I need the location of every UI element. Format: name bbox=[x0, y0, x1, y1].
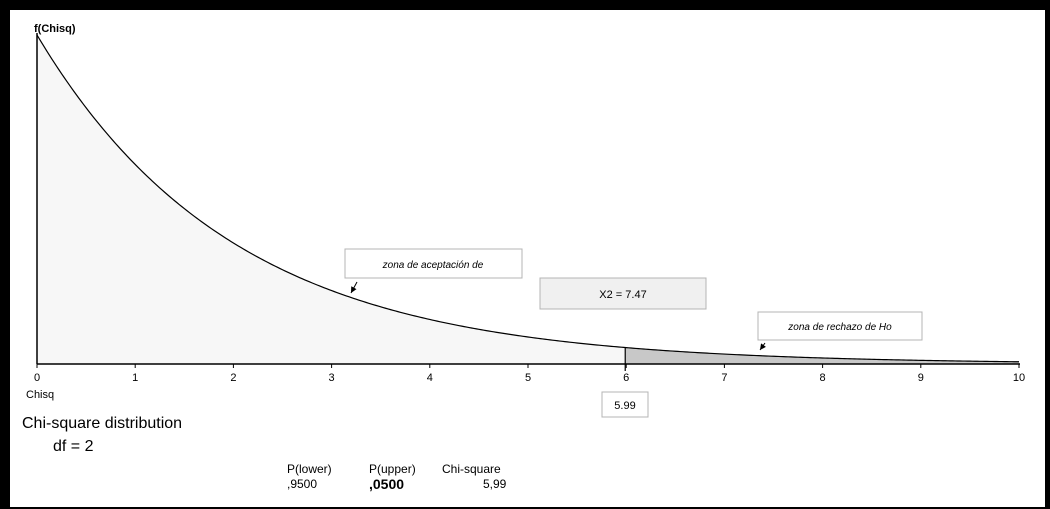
x-tick-label: 6 bbox=[623, 372, 629, 384]
header-p-upper: P(upper) bbox=[369, 462, 416, 476]
x-axis-label: Chisq bbox=[26, 389, 54, 401]
x-tick-label: 8 bbox=[820, 372, 826, 384]
chi-square-chart: 0 1 2 3 4 5 6 7 8 9 10 f(Chisq) Chisq zona de acep… bbox=[26, 23, 1025, 418]
x-tick-label: 4 bbox=[427, 372, 433, 384]
critical-value-box bbox=[601, 391, 649, 418]
rejection-arrow-head bbox=[760, 343, 766, 350]
distribution-title: Chi-square distribution bbox=[22, 415, 183, 432]
x-tick-label: 0 bbox=[34, 372, 40, 384]
rejection-annotation-box bbox=[757, 311, 923, 341]
chart-panel: 0 1 2 3 4 5 6 7 8 9 10 f(Chisq) Chisq zona de acep… bbox=[10, 10, 1045, 507]
rejection-annotation-text: zona de rechazo de Ho bbox=[787, 322, 892, 333]
x-tick-label: 2 bbox=[230, 372, 236, 384]
header-chi-square: Chi-square bbox=[442, 462, 501, 476]
x-tick-label: 5 bbox=[525, 372, 531, 384]
x-tick-label: 1 bbox=[132, 372, 138, 384]
value-p-lower: ,9500 bbox=[287, 477, 318, 491]
statistic-box bbox=[539, 277, 707, 310]
x-tick-label: 7 bbox=[721, 372, 727, 384]
critical-value-label: 5.99 bbox=[614, 400, 635, 412]
value-p-upper: ,0500 bbox=[369, 476, 405, 492]
acceptance-area bbox=[37, 35, 626, 364]
df-label: df = 2 bbox=[53, 438, 94, 455]
rejection-area bbox=[625, 347, 1019, 364]
x-tick-label: 10 bbox=[1013, 372, 1025, 384]
x-tick-label: 9 bbox=[918, 372, 924, 384]
x-tick-label: 3 bbox=[329, 372, 335, 384]
value-chi-square: 5,99 bbox=[483, 477, 507, 491]
acceptance-annotation-text: zona de aceptación de bbox=[382, 260, 484, 271]
statistic-text: X2 = 7.47 bbox=[599, 289, 646, 301]
acceptance-arrow-head bbox=[351, 286, 357, 293]
y-axis-label: f(Chisq) bbox=[34, 23, 76, 35]
header-p-lower: P(lower) bbox=[287, 462, 332, 476]
density-curve bbox=[36, 34, 1020, 363]
acceptance-annotation-box bbox=[344, 248, 523, 279]
